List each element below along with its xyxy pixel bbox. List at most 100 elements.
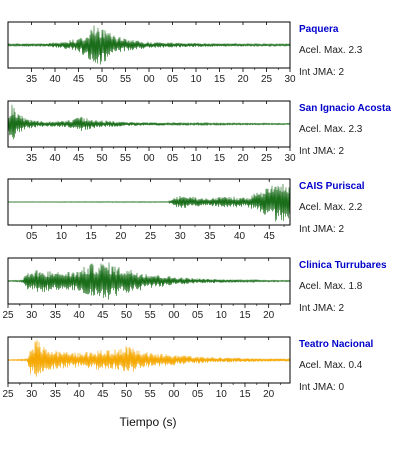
tick: 55 bbox=[120, 22, 132, 85]
tick-label: 45 bbox=[73, 153, 85, 164]
tick: 20 bbox=[263, 337, 275, 400]
tick-label: 10 bbox=[56, 231, 68, 242]
tick-label: 00 bbox=[168, 310, 180, 321]
tick: 00 bbox=[168, 337, 180, 400]
acel-max-label: Acel. Max. 0.4 bbox=[299, 360, 363, 371]
tick: 00 bbox=[168, 258, 180, 321]
tick: 25 bbox=[261, 101, 272, 164]
int-jma-label: Int JMA: 2 bbox=[299, 67, 344, 78]
int-jma-label: Int JMA: 2 bbox=[299, 224, 344, 235]
station-name: Clinica Turrubares bbox=[299, 260, 387, 271]
tick: 10 bbox=[216, 258, 228, 321]
tick: 15 bbox=[214, 101, 225, 164]
tick: 20 bbox=[115, 179, 127, 242]
tick-label: 55 bbox=[145, 310, 157, 321]
tick: 45 bbox=[73, 101, 85, 164]
tick: 30 bbox=[284, 101, 296, 164]
tick: 10 bbox=[216, 337, 228, 400]
tick-label: 00 bbox=[168, 389, 180, 400]
tick: 25 bbox=[145, 179, 157, 242]
tick: 50 bbox=[121, 258, 132, 321]
tick-label: 45 bbox=[264, 231, 276, 242]
tick-label: 20 bbox=[237, 153, 249, 164]
tick-label: 20 bbox=[263, 389, 275, 400]
tick-label: 30 bbox=[26, 389, 38, 400]
tick: 45 bbox=[97, 258, 109, 321]
tick-label: 20 bbox=[263, 310, 275, 321]
tick-label: 25 bbox=[261, 74, 273, 85]
tick-label: 30 bbox=[284, 153, 296, 164]
tick: 35 bbox=[50, 258, 62, 321]
tick-label: 10 bbox=[216, 389, 228, 400]
tick-label: 30 bbox=[175, 231, 187, 242]
tick: 05 bbox=[167, 22, 178, 85]
panels: 35 40 45 50 55 00 05 10 15 20 25 30 Paquera Acel. Max… bbox=[2, 21, 391, 400]
tick: 25 bbox=[2, 258, 14, 321]
tick-label: 10 bbox=[190, 74, 202, 85]
tick-label: 50 bbox=[121, 389, 133, 400]
panel-frame bbox=[7, 336, 291, 384]
tick: 55 bbox=[145, 337, 157, 400]
tick-label: 15 bbox=[214, 74, 226, 85]
tick: 40 bbox=[74, 337, 85, 400]
tick: 10 bbox=[190, 22, 202, 85]
panel-frame bbox=[7, 257, 291, 305]
tick-label: 05 bbox=[167, 153, 179, 164]
tick-label: 20 bbox=[115, 231, 127, 242]
tick-label: 00 bbox=[143, 74, 155, 85]
tick-label: 50 bbox=[96, 74, 108, 85]
tick-label: 00 bbox=[143, 153, 155, 164]
tick: 35 bbox=[50, 337, 61, 400]
tick-label: 35 bbox=[50, 310, 62, 321]
tick: 20 bbox=[237, 22, 249, 85]
tick-label: 40 bbox=[234, 231, 246, 242]
tick: 50 bbox=[96, 22, 108, 85]
tick: 30 bbox=[26, 258, 38, 321]
panel-2: 35 40 45 50 55 00 05 10 15 20 25 30 San Ignacio Acos… bbox=[7, 100, 391, 164]
panel-frame bbox=[7, 178, 291, 226]
tick: 00 bbox=[143, 22, 155, 85]
tick: 50 bbox=[121, 337, 133, 400]
tick-label: 10 bbox=[216, 310, 228, 321]
tick: 20 bbox=[237, 101, 249, 164]
tick-label: 25 bbox=[2, 389, 14, 400]
tick: 05 bbox=[192, 258, 204, 321]
tick-label: 35 bbox=[204, 231, 216, 242]
panel-4: 25 30 35 40 45 50 55 00 05 10 15 20 Clinica Turrubar… bbox=[2, 257, 387, 321]
station-name: CAIS Puriscal bbox=[299, 181, 365, 192]
tick: 20 bbox=[263, 258, 275, 321]
tick: 30 bbox=[284, 22, 296, 85]
waveform-trace bbox=[8, 262, 290, 300]
station-name: Paquera bbox=[299, 24, 339, 35]
tick: 15 bbox=[86, 179, 97, 242]
tick-label: 15 bbox=[239, 389, 251, 400]
tick-label: 40 bbox=[49, 74, 61, 85]
waveform-trace bbox=[8, 183, 290, 222]
tick-label: 55 bbox=[120, 153, 132, 164]
tick: 35 bbox=[204, 179, 216, 242]
tick-label: 30 bbox=[284, 74, 296, 85]
tick: 55 bbox=[145, 258, 157, 321]
tick-label: 40 bbox=[74, 310, 86, 321]
tick-label: 45 bbox=[97, 389, 109, 400]
tick: 35 bbox=[26, 101, 37, 164]
tick-label: 05 bbox=[26, 231, 38, 242]
tick: 25 bbox=[261, 22, 273, 85]
acel-max-label: Acel. Max. 2.2 bbox=[299, 202, 363, 213]
tick: 15 bbox=[214, 22, 226, 85]
tick-label: 25 bbox=[145, 231, 157, 242]
tick-label: 55 bbox=[120, 74, 132, 85]
x-axis-label: Tiempo (s) bbox=[120, 415, 177, 429]
int-jma-label: Int JMA: 2 bbox=[299, 146, 344, 157]
tick: 45 bbox=[73, 22, 84, 85]
acel-max-label: Acel. Max. 2.3 bbox=[299, 124, 363, 135]
panel-3: 05 10 15 20 25 30 35 40 45 CAIS Puriscal Acel. Max… bbox=[7, 178, 365, 242]
tick-label: 55 bbox=[145, 389, 157, 400]
tick: 10 bbox=[56, 179, 68, 242]
waveform-trace bbox=[8, 339, 290, 377]
tick: 45 bbox=[97, 337, 109, 400]
tick-label: 05 bbox=[192, 389, 204, 400]
tick: 55 bbox=[120, 101, 132, 164]
tick: 40 bbox=[234, 179, 246, 242]
